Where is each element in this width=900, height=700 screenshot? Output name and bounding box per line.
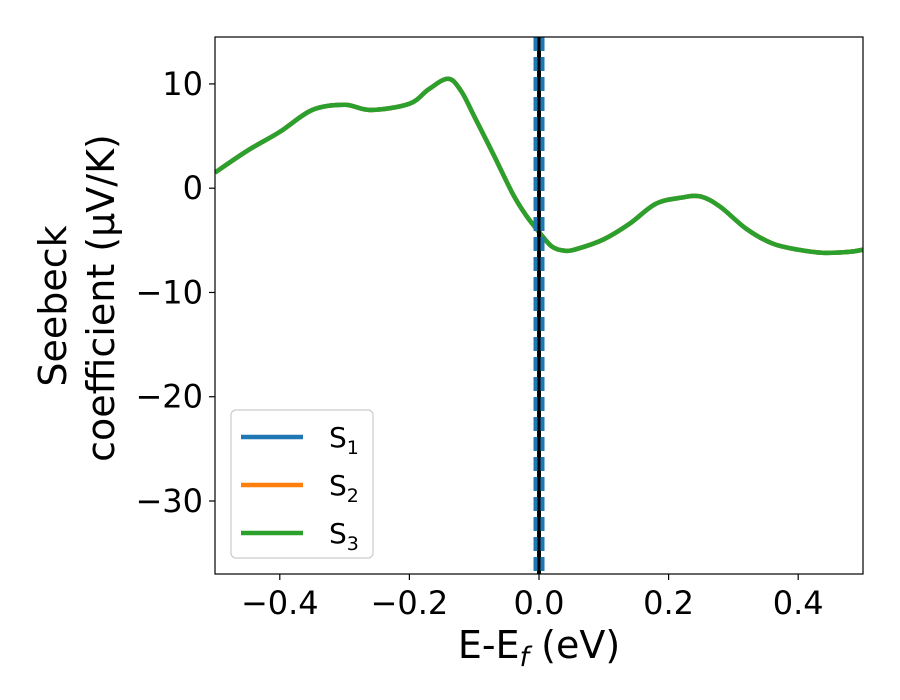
axis-titles: E-Ef (eV) Seebeck coefficient (μV/K) bbox=[31, 134, 620, 673]
x-tick-label: 0.0 bbox=[514, 584, 565, 622]
x-axis-title: E-Ef (eV) bbox=[458, 623, 620, 673]
plot-area bbox=[215, 37, 863, 574]
x-axis-title-main: E-E bbox=[458, 623, 520, 667]
legend-label-main: S bbox=[329, 517, 347, 550]
x-axis-title-unit: (eV) bbox=[529, 623, 620, 667]
legend-label-s1: S1 bbox=[329, 421, 359, 459]
legend-label-sub: 3 bbox=[347, 533, 359, 555]
y-tick-label: −30 bbox=[135, 482, 203, 520]
y-tick-label: −20 bbox=[135, 378, 203, 416]
x-tick-label: 0.2 bbox=[643, 584, 694, 622]
y-tick-label: −10 bbox=[135, 273, 203, 311]
legend-label-s3: S3 bbox=[329, 517, 359, 555]
x-tick-label: −0.4 bbox=[241, 584, 319, 622]
legend-label-sub: 2 bbox=[347, 485, 359, 507]
legend-label-main: S bbox=[329, 421, 347, 454]
y-axis-title-line2: coefficient (μV/K) bbox=[79, 134, 123, 462]
x-tick-label: −0.2 bbox=[371, 584, 449, 622]
y-tick-label: 0 bbox=[183, 169, 203, 207]
y-axis-title: Seebeck coefficient (μV/K) bbox=[31, 134, 123, 462]
plot-content bbox=[215, 37, 863, 574]
y-tick-label: 10 bbox=[162, 65, 203, 103]
legend-label-sub: 1 bbox=[347, 437, 359, 459]
legend-label-main: S bbox=[329, 469, 347, 502]
x-tick-label: 0.4 bbox=[773, 584, 824, 622]
y-axis-title-line1: Seebeck bbox=[31, 225, 75, 386]
axes: −0.4 −0.2 0.0 0.2 0.4 10 0 −10 −20 −30 bbox=[135, 36, 864, 622]
series-line-s3 bbox=[215, 76, 863, 256]
legend-label-s2: S2 bbox=[329, 469, 359, 507]
